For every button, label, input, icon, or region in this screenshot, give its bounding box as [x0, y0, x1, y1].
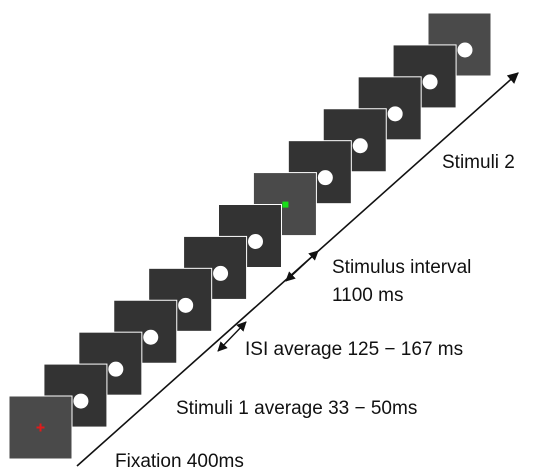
label-stimuli-2: Stimuli 2: [442, 152, 515, 173]
label-fixation: Fixation 400ms: [115, 451, 244, 472]
stimulus-disc: [248, 234, 263, 249]
stimulus-disc: [352, 138, 368, 154]
stimulus-disc: [143, 329, 159, 345]
stimulus-disc: [457, 42, 473, 58]
stimulus-disc: [387, 106, 403, 122]
stimulus-disc: [213, 265, 229, 281]
label-stimulus-interval-value: 1100 ms: [332, 285, 403, 306]
frame-stack: [8, 12, 492, 460]
isi-arrow: [217, 321, 247, 352]
stimulus-disc: [317, 170, 333, 186]
frame-fixation-1: [8, 395, 73, 460]
stimulus-disc: [108, 361, 124, 377]
stimulus-interval-arrow: [285, 250, 319, 282]
stimulus-disc: [178, 297, 194, 313]
cue-square: [282, 201, 289, 208]
stimulus-disc: [73, 393, 89, 409]
label-stimuli-1: Stimuli 1 average 33 − 50ms: [176, 398, 417, 419]
label-isi: ISI average 125 − 167 ms: [245, 339, 463, 360]
label-stimulus-interval: Stimulus interval: [332, 257, 471, 278]
stimulus-disc: [422, 74, 438, 90]
